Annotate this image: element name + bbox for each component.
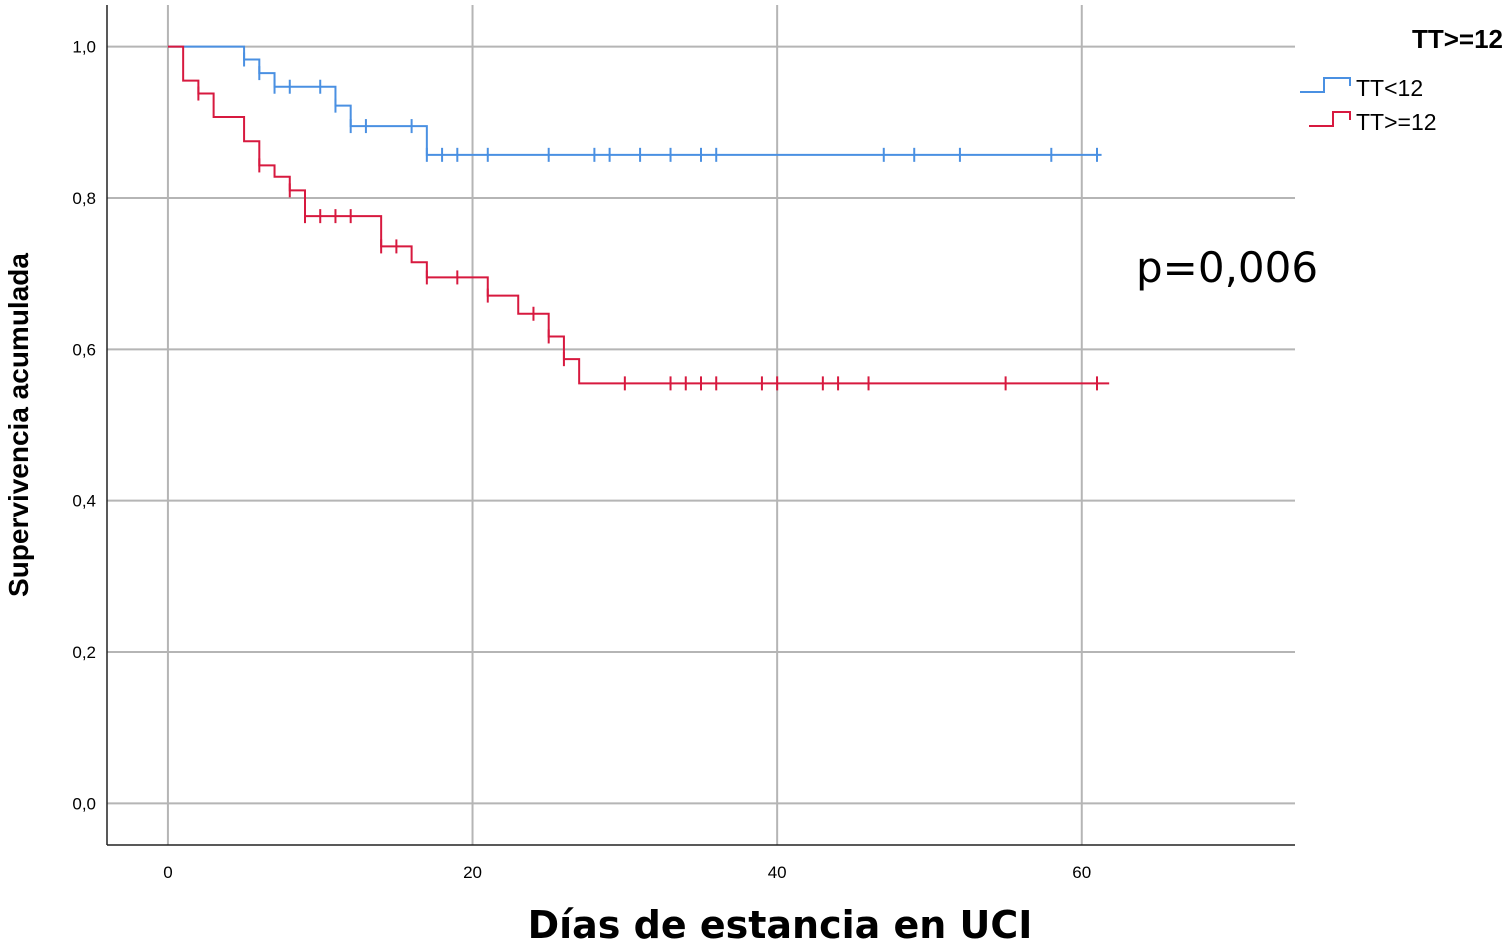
- x-tick-labels: 0 20 40 60: [163, 863, 1091, 882]
- x-tick-label: 20: [463, 863, 482, 882]
- axes: [106, 5, 1295, 846]
- y-tick-label: 0,0: [72, 794, 96, 813]
- legend-swatch-1: [1309, 111, 1351, 127]
- legend-label-0: TT<12: [1356, 75, 1423, 101]
- x-tick-label: 0: [163, 863, 172, 882]
- series-line-1: [167, 45, 1110, 385]
- legend-swatch-0: [1300, 77, 1351, 93]
- y-tick-labels: 0,0 0,2 0,4 0,6 0,8 1,0: [72, 38, 96, 814]
- x-tick-label: 40: [768, 863, 787, 882]
- y-axis-label: Supervivencia acumulada: [3, 253, 34, 597]
- x-axis-label: Días de estancia en UCI: [528, 903, 1033, 943]
- series-group: [167, 45, 1110, 391]
- y-tick-label: 0,6: [72, 340, 96, 359]
- x-tick-label: 60: [1072, 863, 1091, 882]
- y-tick-label: 0,8: [72, 189, 96, 208]
- y-tick-label: 0,4: [72, 492, 96, 511]
- legend-title: TT>=12: [1412, 24, 1503, 54]
- series-line-0: [167, 45, 1102, 156]
- y-tick-label: 1,0: [72, 38, 96, 57]
- y-tick-label: 0,2: [72, 643, 96, 662]
- p-value-annotation: p=0,006: [1136, 243, 1318, 292]
- legend-label-1: TT>=12: [1356, 109, 1437, 135]
- legend: TT>=12 TT<12 TT>=12: [1300, 24, 1503, 135]
